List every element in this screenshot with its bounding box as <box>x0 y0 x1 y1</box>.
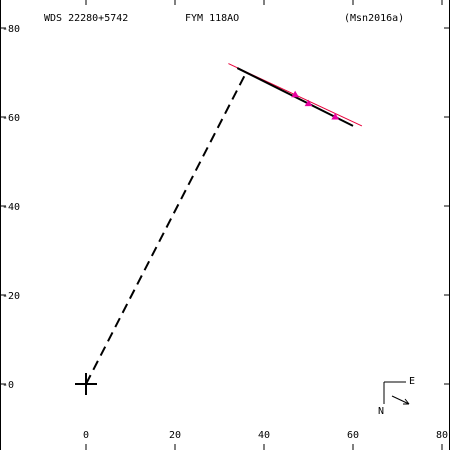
y-tick-label: -0 <box>2 380 14 391</box>
compass-east-label: E <box>409 376 415 387</box>
y-tick-label: -60 <box>2 113 20 124</box>
observation-points <box>291 90 340 120</box>
y-tick-label: -20 <box>2 291 20 302</box>
compass-north-label: N <box>378 406 384 417</box>
header-right: (Msn2016a) <box>344 13 404 24</box>
y-tick-label: -80 <box>2 24 20 35</box>
header-center: FYM 118AO <box>185 13 239 24</box>
x-tick-label: 0 <box>83 430 89 441</box>
primary-star-marker <box>75 373 97 395</box>
observation-point <box>331 113 340 120</box>
compass: E N <box>378 376 415 417</box>
observation-point <box>291 90 300 98</box>
x-tick-label: 60 <box>347 430 359 441</box>
orbit-lines <box>85 63 363 385</box>
y-tick-label: -40 <box>2 202 20 213</box>
observation-point <box>304 99 313 107</box>
header-left: WDS 22280+5742 <box>44 13 128 24</box>
x-tick-label: 80 <box>436 430 448 441</box>
x-tick-label: 20 <box>169 430 181 441</box>
connector-line <box>85 72 248 385</box>
x-tick-label: 40 <box>258 430 270 441</box>
motion-arrow-shaft <box>391 395 410 405</box>
motion-arrow-head-2 <box>404 398 410 405</box>
